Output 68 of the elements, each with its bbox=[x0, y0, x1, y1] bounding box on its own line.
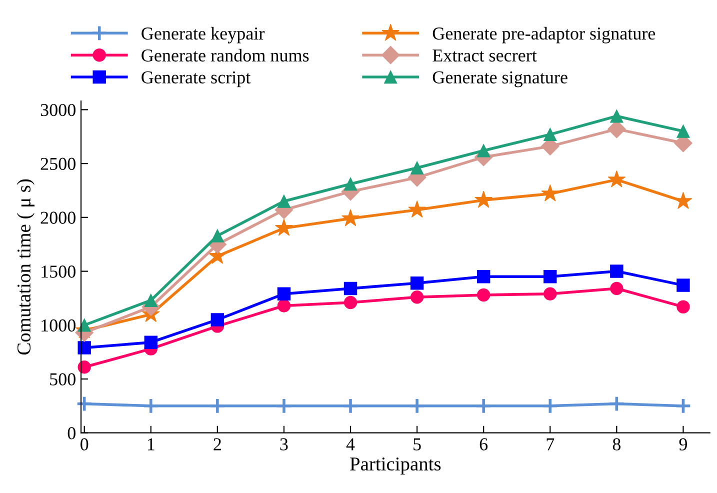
x-tick-label: 8 bbox=[612, 438, 620, 450]
point bbox=[410, 290, 424, 304]
y-tick-label: 500 bbox=[50, 373, 76, 386]
point bbox=[410, 276, 424, 290]
point bbox=[408, 398, 426, 414]
point bbox=[277, 194, 291, 208]
point bbox=[78, 360, 91, 374]
point bbox=[277, 299, 291, 312]
point bbox=[275, 218, 293, 236]
point bbox=[476, 270, 490, 284]
point bbox=[610, 264, 624, 278]
point bbox=[276, 398, 292, 414]
point bbox=[344, 296, 358, 310]
point bbox=[344, 177, 358, 191]
y-tick-label: 3000 bbox=[40, 104, 76, 116]
point bbox=[544, 128, 557, 142]
y-tick-label: 2500 bbox=[40, 158, 76, 170]
y-tick-label: 0 bbox=[68, 427, 76, 440]
point bbox=[408, 200, 426, 218]
point bbox=[610, 282, 624, 296]
point bbox=[674, 398, 692, 414]
legend-label: Generate keypair bbox=[142, 26, 265, 44]
point bbox=[277, 287, 291, 300]
y-axis-title: Comutation time ( μ s) bbox=[16, 179, 34, 355]
point bbox=[142, 398, 160, 414]
point bbox=[542, 398, 558, 414]
x-tick-label: 4 bbox=[346, 438, 355, 450]
point bbox=[676, 300, 690, 314]
point bbox=[610, 110, 624, 123]
point bbox=[78, 341, 91, 354]
point bbox=[209, 398, 226, 414]
legend-label: Extract secrert bbox=[432, 50, 537, 62]
point bbox=[476, 144, 490, 158]
point bbox=[544, 287, 557, 300]
point bbox=[342, 398, 359, 414]
point bbox=[541, 184, 560, 202]
point bbox=[608, 170, 626, 188]
point bbox=[210, 229, 224, 242]
point bbox=[144, 294, 158, 307]
point bbox=[342, 209, 360, 226]
point bbox=[76, 395, 93, 412]
point bbox=[410, 161, 424, 174]
point bbox=[676, 124, 690, 138]
y-tick-label: 2000 bbox=[40, 212, 76, 224]
point bbox=[676, 278, 690, 292]
point bbox=[544, 270, 557, 284]
x-tick-label: 5 bbox=[414, 438, 421, 450]
point bbox=[144, 336, 158, 349]
point bbox=[476, 288, 490, 302]
x-tick-label: 0 bbox=[80, 438, 88, 450]
point bbox=[475, 398, 492, 414]
y-tick-label: 1000 bbox=[42, 319, 76, 332]
legend-label: Generate script bbox=[142, 71, 251, 88]
x-axis-title: Participants bbox=[350, 457, 441, 474]
x-tick-label: 7 bbox=[546, 438, 554, 450]
x-tick-label: 3 bbox=[280, 438, 288, 450]
point bbox=[608, 395, 626, 412]
point bbox=[344, 282, 358, 296]
x-tick-label: 2 bbox=[214, 438, 221, 450]
x-tick-label: 1 bbox=[148, 438, 154, 450]
x-tick-label: 9 bbox=[679, 438, 687, 450]
point bbox=[210, 313, 224, 326]
y-tick-label: 1500 bbox=[42, 266, 76, 278]
legend-label: Generate pre-adaptor signature bbox=[432, 26, 656, 44]
x-tick-label: 6 bbox=[480, 438, 488, 450]
legend-label: Generate random nums bbox=[142, 48, 309, 62]
point bbox=[474, 190, 493, 208]
legend-label: Generate signature bbox=[432, 71, 568, 88]
